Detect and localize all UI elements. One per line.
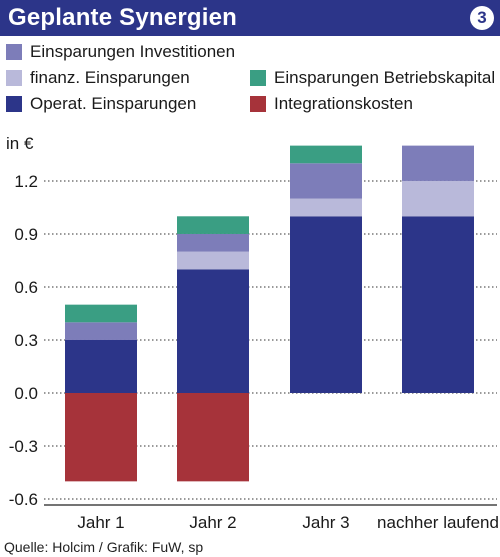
bar-segment	[65, 304, 137, 323]
bar-segment-negative	[65, 393, 137, 482]
bar-segment	[402, 145, 474, 181]
legend-item-finanz-einsparungen: finanz. Einsparungen	[6, 67, 246, 89]
y-tick-label: -0.6	[9, 490, 38, 509]
bar-segment-negative	[177, 393, 249, 482]
x-category-label: Jahr 1	[77, 513, 124, 532]
source-credit: Quelle: Holcim / Grafik: FuW, sp	[4, 539, 204, 555]
y-axis-unit-label: in €	[6, 134, 34, 153]
bar-segment	[290, 198, 362, 217]
legend-label: Einsparungen Betriebskapital	[274, 68, 496, 87]
chart-header: Geplante Synergien 3	[0, 0, 500, 36]
bar-segment	[65, 322, 137, 340]
legend-label: Einsparungen Investitionen	[30, 42, 236, 61]
legend-item-einsparungen-betriebskapital: Einsparungen Betriebskapital	[250, 67, 495, 89]
y-tick-label: -0.3	[9, 437, 38, 456]
legend-label: finanz. Einsparungen	[30, 68, 190, 87]
y-tick-label: 0.6	[14, 278, 38, 297]
legend-item-einsparungen-investitionen: Einsparungen Investitionen	[6, 41, 246, 63]
y-tick-label: 1.2	[14, 172, 38, 191]
y-tick-label: 0.0	[14, 384, 38, 403]
legend-swatch	[250, 70, 266, 86]
bar-segment	[177, 233, 249, 252]
legend-swatch	[6, 44, 22, 60]
legend-label: Integrationskosten	[274, 94, 413, 113]
chart-number-badge: 3	[470, 6, 494, 30]
bar-segment	[177, 251, 249, 270]
y-tick-label: 0.9	[14, 225, 38, 244]
bar-segment	[290, 216, 362, 393]
x-category-label: nachher laufend	[377, 513, 499, 532]
legend-item-integrationskosten: Integrationskosten	[250, 93, 495, 115]
bar-segment	[65, 339, 137, 393]
legend-item-operat-einsparungen: Operat. Einsparungen	[6, 93, 246, 115]
bar-segment	[177, 269, 249, 393]
bar-segment	[177, 216, 249, 234]
bar-segment	[290, 163, 362, 199]
legend-swatch	[250, 96, 266, 112]
y-tick-label: 0.3	[14, 331, 38, 350]
legend-swatch	[6, 96, 22, 112]
legend-swatch	[6, 70, 22, 86]
bar-segment	[402, 216, 474, 393]
bar-segment	[402, 180, 474, 217]
chart-title: Geplante Synergien	[8, 4, 237, 31]
legend-label: Operat. Einsparungen	[30, 94, 197, 113]
x-category-label: Jahr 3	[302, 513, 349, 532]
x-category-label: Jahr 2	[189, 513, 236, 532]
bar-segment	[290, 145, 362, 164]
